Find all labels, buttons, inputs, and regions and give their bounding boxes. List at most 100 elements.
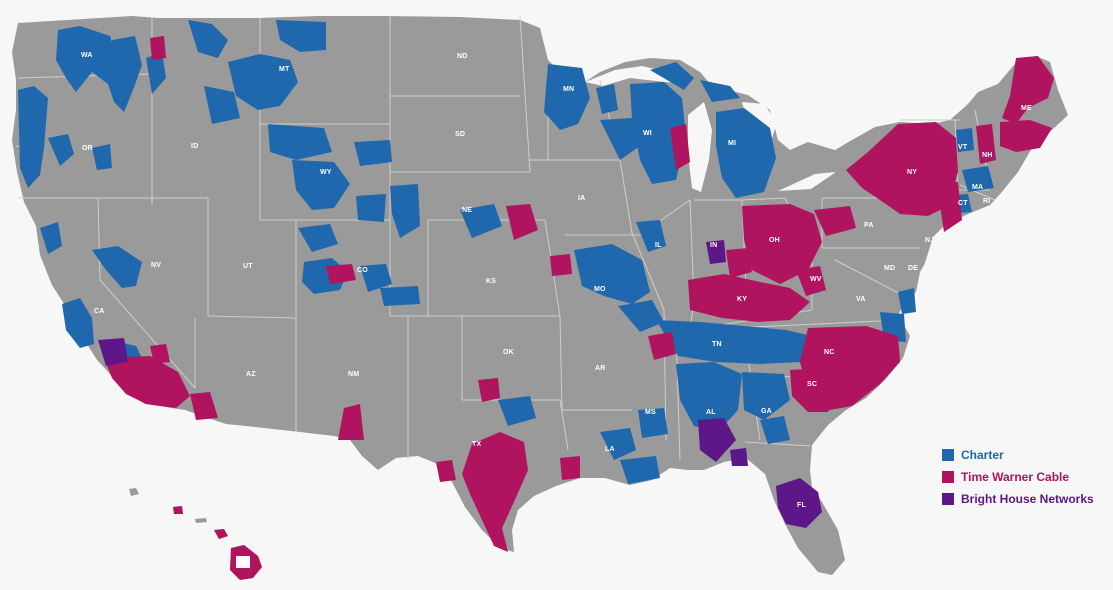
state-label-ar: AR bbox=[595, 365, 606, 372]
state-label-tn: TN bbox=[712, 341, 722, 348]
state-label-wy: WY bbox=[320, 169, 332, 176]
hawaii-kauai bbox=[129, 488, 139, 496]
twc-ny bbox=[846, 122, 958, 216]
bhn-florida bbox=[776, 478, 822, 528]
twc-maine-south bbox=[1000, 120, 1052, 152]
charter-mi-north bbox=[650, 62, 694, 90]
state-label-ky: KY bbox=[737, 296, 747, 303]
bhn-ga-south bbox=[730, 448, 748, 466]
lake-michigan bbox=[688, 102, 712, 192]
charter-ga-central bbox=[760, 416, 790, 444]
state-label-co: CO bbox=[357, 267, 368, 274]
charter-ca-north bbox=[40, 222, 62, 254]
state-label-de: DE bbox=[908, 265, 918, 272]
state-label-sd: SD bbox=[455, 131, 465, 138]
state-label-mn: MN bbox=[563, 86, 574, 93]
state-label-fl: FL bbox=[797, 502, 806, 509]
charter-or-valley bbox=[48, 134, 74, 166]
charter-ma bbox=[962, 166, 994, 192]
twc-tx-north bbox=[478, 378, 500, 402]
hawaii-molokai bbox=[195, 518, 207, 523]
twc-in bbox=[726, 248, 752, 278]
twc-ky bbox=[688, 274, 810, 322]
hawaii-label-box bbox=[236, 556, 250, 568]
charter-mn-east bbox=[596, 84, 618, 114]
lake-superior bbox=[585, 66, 690, 86]
state-label-hi: HI bbox=[238, 560, 245, 567]
charter-ms bbox=[638, 408, 668, 438]
charter-mn bbox=[544, 64, 590, 130]
twc-maine bbox=[1002, 56, 1054, 124]
twc-ne-east bbox=[506, 204, 538, 240]
legend-label-time-warner-cable: Time Warner Cable bbox=[961, 470, 1070, 484]
state-label-sc: SC bbox=[807, 381, 817, 388]
charter-or-coast bbox=[18, 86, 48, 188]
state-label-in: IN bbox=[710, 242, 717, 249]
state-labels: WA OR CA ID NV UT AZ MT WY CO NM ND SD N… bbox=[81, 52, 1032, 567]
legend-swatch-bright-house-networks bbox=[942, 493, 954, 505]
twc-ks-ne bbox=[550, 254, 572, 276]
state-label-la: LA bbox=[605, 446, 615, 453]
legend-label-bright-house-networks: Bright House Networks bbox=[961, 492, 1094, 506]
charter-tx-central bbox=[498, 396, 536, 426]
state-label-ks: KS bbox=[486, 278, 496, 285]
charter-wi bbox=[630, 82, 686, 184]
legend-swatch-time-warner-cable bbox=[942, 471, 954, 483]
charter-wy-south bbox=[356, 194, 386, 222]
state-label-ut: UT bbox=[243, 263, 253, 270]
state-label-ri: RI bbox=[983, 198, 990, 205]
twc-co bbox=[326, 264, 356, 284]
bright-house-networks-coverage-areas bbox=[98, 240, 822, 528]
twc-wi-north bbox=[150, 36, 166, 60]
charter-wy-central bbox=[292, 160, 350, 210]
charter-co-east bbox=[360, 264, 392, 292]
state-label-nc: NC bbox=[824, 349, 835, 356]
state-label-ok: OK bbox=[503, 349, 514, 356]
state-label-mi: MI bbox=[728, 140, 736, 147]
state-label-ma: MA bbox=[972, 184, 983, 191]
charter-wy-north bbox=[268, 124, 332, 160]
twc-tx-elpaso bbox=[436, 460, 456, 482]
bhn-indiana bbox=[706, 240, 726, 264]
twc-tx-east bbox=[560, 456, 580, 480]
state-label-ny: NY bbox=[907, 169, 917, 176]
legend-item-time-warner-cable: Time Warner Cable bbox=[942, 466, 1107, 488]
bhn-alabama bbox=[698, 418, 736, 462]
charter-mt-south bbox=[204, 86, 240, 124]
charter-va-coast bbox=[898, 288, 916, 314]
twc-oh-pa bbox=[814, 206, 856, 236]
twc-maui bbox=[214, 529, 228, 539]
bhn-ca bbox=[98, 338, 128, 366]
state-label-or: OR bbox=[82, 145, 93, 152]
charter-la bbox=[600, 428, 636, 460]
charter-wi-west bbox=[600, 118, 640, 160]
twc-tx bbox=[462, 432, 528, 552]
charter-ga bbox=[742, 372, 790, 420]
state-label-va: VA bbox=[856, 296, 866, 303]
state-label-nh: NH bbox=[982, 152, 993, 159]
charter-co-southeast bbox=[380, 286, 420, 306]
charter-wa bbox=[56, 26, 118, 92]
charter-wy-east bbox=[354, 140, 392, 166]
state-label-pa: PA bbox=[864, 222, 874, 229]
state-label-nj: NJ bbox=[925, 237, 934, 244]
twc-ky-east bbox=[796, 266, 826, 296]
state-label-wv: WV bbox=[810, 276, 822, 283]
charter-mt-east bbox=[276, 20, 326, 52]
charter-or-east bbox=[92, 144, 112, 170]
charter-la-south bbox=[620, 456, 660, 484]
charter-mo-south bbox=[618, 300, 664, 332]
charter-ne-west bbox=[390, 184, 420, 238]
charter-al bbox=[676, 362, 742, 432]
state-label-nd: ND bbox=[457, 53, 468, 60]
state-label-il: IL bbox=[655, 242, 662, 249]
state-label-nv: NV bbox=[151, 262, 161, 269]
state-label-wi: WI bbox=[643, 130, 652, 137]
state-label-ca: CA bbox=[94, 308, 105, 315]
charter-mi-up-east bbox=[700, 80, 740, 102]
state-label-mt: MT bbox=[279, 66, 290, 73]
twc-nm bbox=[338, 404, 364, 440]
state-label-ct: CT bbox=[958, 200, 968, 207]
